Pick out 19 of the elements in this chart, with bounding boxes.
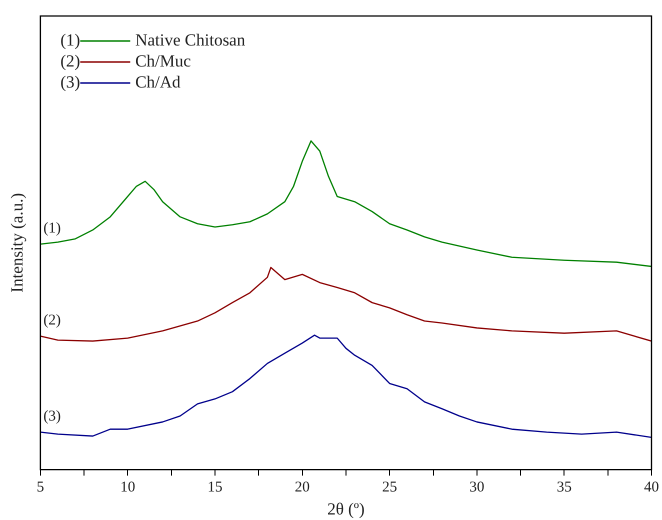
annotation: (3) bbox=[43, 408, 61, 425]
text: (2) bbox=[60, 51, 80, 70]
x-axis-title: 2θ (º) bbox=[327, 499, 365, 518]
x-tick-label: 5 bbox=[36, 480, 44, 496]
y-axis-title: Intensity (a.u.) bbox=[8, 192, 27, 293]
x-tick-label: 20 bbox=[294, 480, 310, 496]
x-tick-label: 35 bbox=[556, 480, 572, 496]
text: (1) bbox=[60, 30, 80, 50]
x-tick-label: 30 bbox=[469, 480, 484, 496]
legend-label: Ch/Ad bbox=[135, 72, 182, 92]
legend-label: Ch/Muc bbox=[135, 51, 192, 70]
x-tick-label: 25 bbox=[382, 480, 398, 496]
x-tick-label: 10 bbox=[120, 480, 136, 496]
x-tick-label: 40 bbox=[644, 480, 659, 496]
text: (3) bbox=[60, 72, 80, 92]
legend-label: Native Chitosan bbox=[135, 30, 246, 50]
annotation: (2) bbox=[43, 312, 61, 329]
x-tick-label: 15 bbox=[208, 480, 222, 496]
annotation: (1) bbox=[43, 220, 61, 237]
